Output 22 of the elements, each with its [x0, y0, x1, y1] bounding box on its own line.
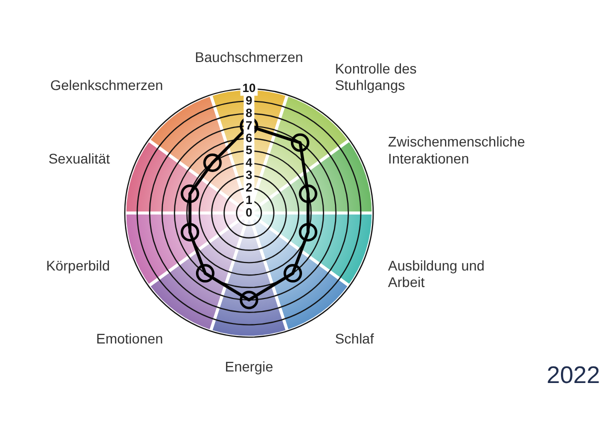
spoke-label: Zwischenmenschliche Interaktionen: [388, 133, 526, 166]
y-tick-label: 1: [246, 192, 253, 207]
spoke-label: Bauchschmerzen: [194, 49, 304, 66]
y-tick-label: 9: [246, 94, 253, 108]
y-tick-label: 4: [246, 156, 253, 170]
spoke-label: Schlaf: [334, 330, 374, 347]
text: 2022: [546, 362, 600, 390]
spoke-label: Körperbild: [46, 257, 110, 274]
spoke-label: Sexualität: [48, 150, 110, 166]
y-tick-label: 3: [246, 168, 253, 182]
spoke-label: Kontrolle des Stuhlgangs: [334, 60, 417, 94]
y-tick-label: 5: [246, 143, 253, 158]
y-tick-label: 0: [246, 205, 253, 220]
y-tick-label: 6: [246, 130, 253, 145]
y-tick-label: 2: [246, 180, 253, 194]
spoke-label: Ausbildung und Arbeit: [388, 257, 485, 290]
spoke-label: Gelenkschmerzen: [50, 77, 164, 94]
y-tick-label: 8: [246, 106, 253, 120]
y-tick-label: 10: [242, 81, 256, 96]
spoke-label: Emotionen: [96, 330, 164, 347]
y-tick-label: 7: [246, 118, 253, 132]
spoke-label: Energie: [224, 358, 274, 374]
